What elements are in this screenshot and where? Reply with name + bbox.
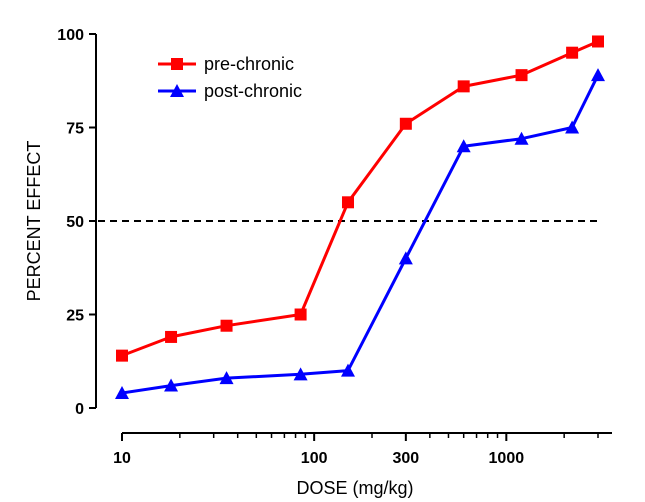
y-tick-label: 25	[66, 308, 84, 325]
legend-item-pre-chronic: pre-chronic	[158, 54, 294, 74]
data-point	[340, 363, 355, 377]
y-tick-label: 50	[66, 214, 84, 231]
data-point	[514, 131, 529, 145]
x-tick-label: 10	[113, 450, 131, 467]
series-line-pre-chronic	[121, 40, 599, 358]
data-point	[457, 80, 470, 93]
data-point	[398, 251, 413, 265]
data-point	[456, 139, 471, 153]
data-point	[220, 319, 233, 332]
legend-square-marker	[171, 58, 183, 70]
data-point	[341, 196, 354, 209]
legend-label: pre-chronic	[204, 54, 294, 74]
axes-layer: 0 25 50 75 100 10 100 300 1000	[57, 27, 612, 467]
series-layer	[115, 35, 605, 400]
data-point	[592, 35, 604, 48]
series-pre-chronic	[116, 35, 604, 362]
data-point	[591, 68, 605, 82]
data-point	[115, 386, 129, 400]
y-ticks: 0 25 50 75 100	[57, 27, 96, 418]
data-point	[565, 120, 580, 134]
x-minor-ticks	[179, 433, 599, 438]
data-point	[399, 117, 412, 130]
data-point	[165, 330, 178, 343]
series-post-chronic	[115, 68, 605, 400]
y-axis-title: PERCENT EFFECT	[24, 141, 44, 302]
x-tick-label: 1000	[489, 450, 525, 467]
y-tick-label: 100	[57, 27, 84, 44]
legend-label: post-chronic	[204, 81, 302, 101]
data-point	[164, 378, 179, 392]
legend-triangle-marker	[170, 84, 184, 97]
x-tick-label: 100	[301, 450, 328, 467]
data-point	[293, 367, 308, 381]
data-point	[219, 371, 234, 385]
legend: pre-chronic post-chronic	[158, 54, 302, 101]
series-line-post-chronic	[121, 74, 600, 395]
x-axis-title: DOSE (mg/kg)	[296, 478, 413, 498]
data-point	[515, 69, 528, 82]
y-tick-label: 75	[66, 121, 84, 138]
y-tick-label: 0	[75, 401, 84, 418]
x-tick-label: 300	[392, 450, 419, 467]
x-ticks: 10 100 300 1000	[113, 433, 524, 467]
data-point	[116, 349, 128, 362]
data-point	[294, 308, 307, 321]
legend-item-post-chronic: post-chronic	[158, 81, 302, 101]
data-point	[566, 46, 579, 59]
